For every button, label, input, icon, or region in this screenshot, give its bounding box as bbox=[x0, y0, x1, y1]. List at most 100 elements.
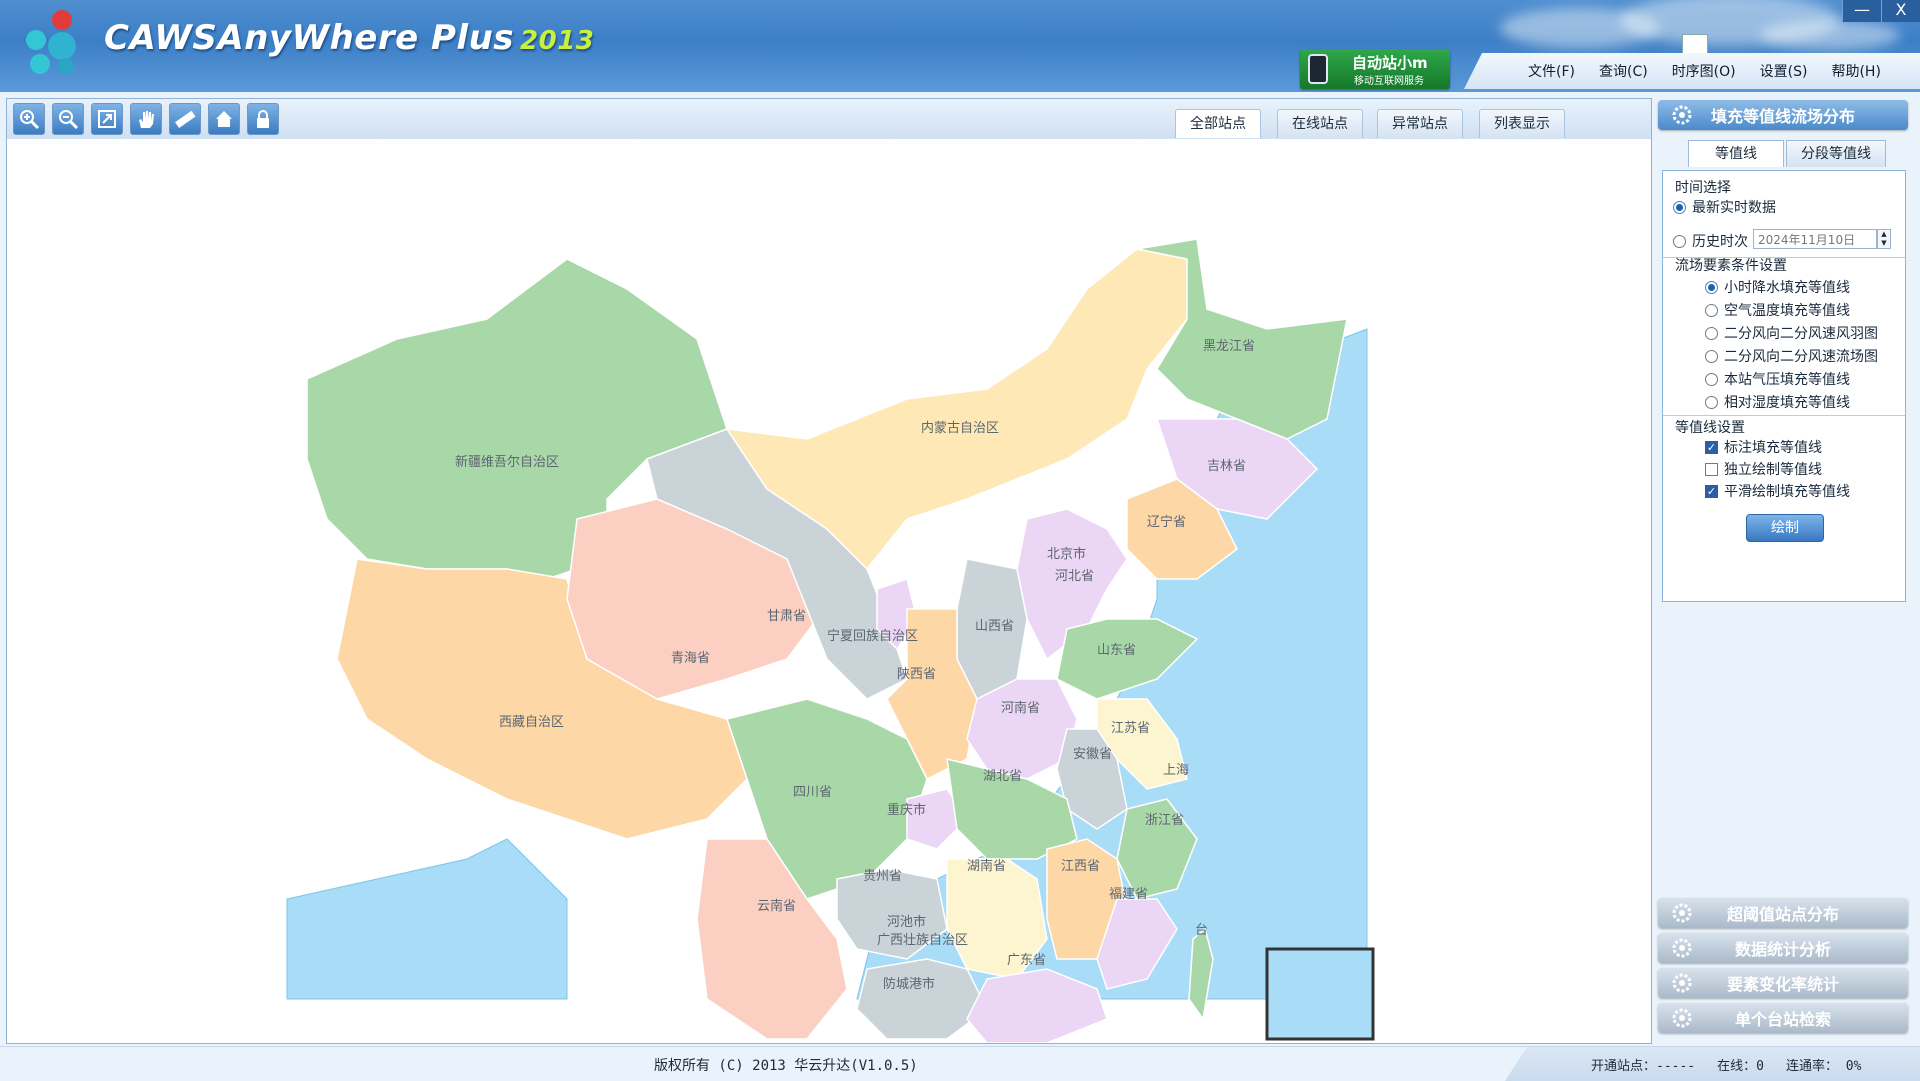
flow-option-humidity[interactable]: 相对湿度填充等值线 bbox=[1705, 392, 1850, 412]
radio-pressure[interactable] bbox=[1705, 372, 1718, 386]
label-liaoning: 辽宁省 bbox=[1147, 515, 1187, 530]
label-hunan: 湖南省 bbox=[967, 859, 1007, 874]
province-fujian bbox=[1096, 898, 1178, 990]
province-taiwan bbox=[1188, 927, 1214, 1021]
promo-title: 自动站小m bbox=[1352, 54, 1428, 72]
contour-flow-header[interactable]: 填充等值线流场分布 bbox=[1658, 100, 1908, 130]
radio-wind-stream[interactable] bbox=[1705, 349, 1718, 363]
label-gansu: 甘肃省 bbox=[767, 609, 807, 624]
phone-icon bbox=[1308, 54, 1328, 84]
label-zhejiang: 浙江省 bbox=[1145, 813, 1185, 828]
close-button[interactable]: X bbox=[1881, 0, 1920, 22]
radio-temp[interactable] bbox=[1705, 303, 1718, 317]
minimize-button[interactable]: — bbox=[1842, 0, 1881, 22]
menu-query[interactable]: 查询(C) bbox=[1598, 64, 1648, 80]
menu-help[interactable]: 帮助(H) bbox=[1831, 64, 1881, 80]
province-guangxi bbox=[856, 958, 988, 1040]
date-spinner[interactable]: ▲ ▼ bbox=[1877, 229, 1891, 249]
province-inner-mongolia bbox=[725, 248, 1188, 571]
app-logo-icon bbox=[26, 10, 76, 74]
contour-option-smooth[interactable]: ✓ 平滑绘制填充等值线 bbox=[1705, 481, 1850, 501]
map-toolbar: 全部站点 在线站点 异常站点 列表显示 bbox=[7, 99, 1651, 139]
pan-button[interactable] bbox=[130, 103, 162, 135]
section-data-statistics[interactable]: 数据统计分析 bbox=[1658, 933, 1908, 963]
tab-list-view[interactable]: 列表显示 bbox=[1479, 109, 1565, 138]
flow-option-pressure[interactable]: 本站气压填充等值线 bbox=[1705, 369, 1850, 389]
contour-flow-title: 填充等值线流场分布 bbox=[1710, 107, 1855, 126]
label-shaanxi: 陕西省 bbox=[897, 667, 937, 682]
section-threshold-label: 超阈值站点分布 bbox=[1726, 905, 1839, 924]
flow-option-wind-stream[interactable]: 二分风向二分风速流场图 bbox=[1705, 346, 1878, 366]
flow-option-precip[interactable]: 小时降水填充等值线 bbox=[1705, 277, 1850, 297]
bay-of-bengal-area bbox=[286, 838, 568, 1000]
section-change-rate[interactable]: 要素变化率统计 bbox=[1658, 968, 1908, 998]
province-tibet bbox=[336, 558, 748, 840]
province-hunan bbox=[946, 858, 1048, 980]
radio-humidity[interactable] bbox=[1705, 395, 1718, 409]
label-sichuan: 四川省 bbox=[793, 785, 833, 800]
tab-all-stations[interactable]: 全部站点 bbox=[1175, 109, 1261, 138]
zoom-out-button[interactable] bbox=[52, 103, 84, 135]
label-ningxia: 宁夏回族自治区 bbox=[827, 629, 919, 644]
contour-option-label[interactable]: ✓ 标注填充等值线 bbox=[1705, 437, 1822, 457]
draw-button[interactable]: 绘制 bbox=[1746, 514, 1824, 542]
label-jiangxi: 江西省 bbox=[1061, 859, 1101, 874]
province-liaoning bbox=[1126, 478, 1238, 580]
label-jilin: 吉林省 bbox=[1207, 459, 1247, 474]
tab-contour[interactable]: 等值线 bbox=[1688, 140, 1784, 167]
checkbox-smooth[interactable]: ✓ bbox=[1705, 484, 1718, 498]
history-date-field[interactable]: 2024年11月10日 bbox=[1753, 229, 1877, 249]
label-xinjiang: 新疆维吾尔自治区 bbox=[455, 455, 560, 470]
checkbox-label-contour[interactable]: ✓ bbox=[1705, 440, 1718, 454]
time-option-latest-label: 最新实时数据 bbox=[1692, 200, 1776, 216]
label-anhui: 安徽省 bbox=[1073, 747, 1113, 762]
label-shandong: 山东省 bbox=[1097, 643, 1137, 658]
label-taiwan: 台 bbox=[1195, 923, 1209, 938]
section-threshold-stations[interactable]: 超阈值站点分布 bbox=[1658, 898, 1908, 928]
online-count: 在线：0 bbox=[1717, 1058, 1764, 1074]
tab-segmented-contour[interactable]: 分段等值线 bbox=[1786, 140, 1886, 167]
contour-option-independent[interactable]: 独立绘制等值线 bbox=[1705, 459, 1822, 479]
radio-latest[interactable] bbox=[1673, 200, 1686, 214]
time-option-history[interactable]: 历史时次 bbox=[1673, 231, 1748, 251]
promo-banner[interactable]: 自动站小m 移动互联网服务 bbox=[1300, 49, 1450, 89]
full-extent-button[interactable] bbox=[91, 103, 123, 135]
label-shanxi: 山西省 bbox=[975, 619, 1015, 634]
map-canvas[interactable]: 新疆维吾尔自治区 西藏自治区 青海省 甘肃省 内蒙古自治区 黑龙江省 吉林省 辽… bbox=[7, 139, 1651, 1043]
window-controls: — X bbox=[1842, 0, 1920, 22]
zoom-in-button[interactable] bbox=[13, 103, 45, 135]
province-chongqing bbox=[906, 788, 968, 850]
tab-online-stations[interactable]: 在线站点 bbox=[1277, 109, 1363, 138]
measure-button[interactable] bbox=[169, 103, 201, 135]
flow-option-wind-barb[interactable]: 二分风向二分风速风羽图 bbox=[1705, 323, 1878, 343]
menu-settings[interactable]: 设置(S) bbox=[1759, 64, 1808, 80]
flow-group-title: 流场要素条件设置 bbox=[1675, 258, 1787, 274]
lock-button[interactable] bbox=[247, 103, 279, 135]
map-panel: 全部站点 在线站点 异常站点 列表显示 bbox=[6, 98, 1652, 1044]
section-station-search-label: 单个台站检索 bbox=[1734, 1010, 1831, 1029]
status-bar: 版权所有 (C) 2013 华云升达(V1.0.5) 开通站点：----- 在线… bbox=[0, 1046, 1920, 1081]
radio-precip[interactable] bbox=[1705, 280, 1718, 294]
gear-icon bbox=[1672, 1008, 1692, 1028]
right-panel: 填充等值线流场分布 等值线 分段等值线 时间选择 最新实时数据 历史时次 202… bbox=[1658, 98, 1914, 1042]
label-fujian: 福建省 bbox=[1109, 887, 1149, 902]
flow-option-temp[interactable]: 空气温度填充等值线 bbox=[1705, 300, 1850, 320]
checkbox-independent[interactable] bbox=[1705, 462, 1718, 476]
pan-hand-icon bbox=[139, 111, 154, 128]
time-option-latest[interactable]: 最新实时数据 bbox=[1673, 197, 1776, 217]
label-shanghai: 上海 bbox=[1163, 763, 1190, 778]
label-heilongjiang: 黑龙江省 bbox=[1203, 339, 1256, 354]
status-indicators: 开通站点：----- 在线：0 连通率： 0% bbox=[1505, 1047, 1920, 1081]
zoom-in-icon bbox=[20, 110, 40, 130]
tab-abnormal-stations[interactable]: 异常站点 bbox=[1377, 109, 1463, 138]
menu-file[interactable]: 文件(F) bbox=[1528, 64, 1575, 80]
flow-option-wind-stream-label: 二分风向二分风速流场图 bbox=[1724, 349, 1878, 365]
radio-wind-barb[interactable] bbox=[1705, 326, 1718, 340]
label-guizhou: 贵州省 bbox=[863, 869, 903, 884]
home-button[interactable] bbox=[208, 103, 240, 135]
title-bar: CAWSAnyWhere Plus 2013 — X 自动站小m 移动互联网服务 … bbox=[0, 0, 1920, 92]
section-station-search[interactable]: 单个台站检索 bbox=[1658, 1003, 1908, 1033]
menu-timeseries[interactable]: 时序图(O) bbox=[1671, 64, 1736, 80]
open-stations-count: 开通站点：----- bbox=[1591, 1058, 1696, 1074]
radio-history[interactable] bbox=[1673, 234, 1686, 248]
